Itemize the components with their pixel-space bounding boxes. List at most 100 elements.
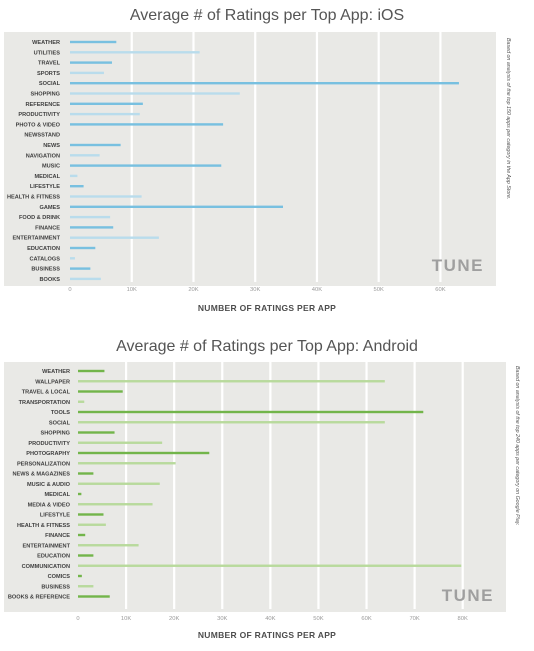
ios-category-label: NEWS — [43, 143, 60, 149]
ios-tick-label: 0 — [68, 287, 71, 293]
android-category-label: BUSINESS — [41, 584, 70, 590]
ios-bar — [70, 40, 117, 44]
android-category-label: PRODUCTIVITY — [28, 441, 70, 447]
android-category-label: TOOLS — [51, 410, 70, 416]
ios-tick-label: 20K — [188, 287, 198, 293]
android-category-label: MEDIA & VIDEO — [28, 502, 71, 508]
ios-category-label: TRAVEL — [38, 61, 61, 67]
android-bar — [78, 554, 94, 557]
ios-category-label: GAMES — [39, 205, 60, 211]
ios-category-label: PHOTO & VIDEO — [16, 122, 61, 128]
ios-chart-title: Average # of Ratings per Top App: iOS — [129, 7, 405, 24]
ios-bar — [70, 61, 112, 64]
android-category-label: MEDICAL — [45, 492, 71, 498]
android-x-axis-title: NUMBER OF RATINGS PER APP — [197, 630, 337, 640]
android-plot-area — [4, 362, 506, 612]
android-category-label: COMICS — [48, 574, 71, 580]
ios-bar — [70, 82, 459, 85]
android-category-label: PHOTOGRAPHY — [26, 451, 70, 457]
ios-bar — [70, 123, 224, 126]
ios-tune-logo: TUNE — [432, 256, 484, 275]
android-category-label: WALLPAPER — [35, 379, 70, 385]
ios-bar — [70, 154, 100, 157]
ios-x-axis-title: NUMBER OF RATINGS PER APP — [197, 303, 337, 313]
android-tick-label: 10K — [121, 616, 131, 622]
ios-category-label: SHOPPING — [30, 92, 60, 98]
android-bar — [78, 595, 110, 598]
android-bar — [78, 410, 424, 414]
ios-bar — [70, 246, 96, 250]
ios-bar — [70, 143, 121, 147]
android-bar — [78, 513, 104, 516]
ios-category-label: NEWSSTAND — [24, 133, 60, 139]
ios-category-label: PRODUCTIVITY — [18, 112, 60, 118]
android-bar — [78, 369, 105, 373]
android-footnote: Based on analysis of the top 240 apps pe… — [514, 366, 520, 526]
android-tick-label: 60K — [361, 616, 371, 622]
android-bar — [78, 533, 86, 537]
ios-bar — [70, 112, 140, 116]
android-bar — [78, 564, 462, 567]
android-chart-title: Average # of Ratings per Top App: Androi… — [116, 338, 418, 355]
android-tick-label: 80K — [458, 616, 468, 622]
ios-category-label: MUSIC — [42, 164, 60, 170]
ios-bar — [70, 195, 142, 198]
android-category-label: ENTERTAINMENT — [23, 543, 71, 549]
ios-bar — [70, 236, 159, 239]
ios-bar — [70, 267, 91, 270]
android-category-label: NEWS & MAGAZINES — [13, 472, 71, 478]
ios-tick-label: 10K — [127, 287, 137, 293]
ios-bar — [70, 102, 143, 105]
android-bar — [78, 400, 85, 403]
ios-plot-area — [4, 32, 496, 286]
android-category-label: SHOPPING — [40, 431, 70, 437]
ios-bar — [70, 174, 78, 178]
ios-category-label: FOOD & DRINK — [19, 215, 60, 221]
ios-tick-label: 30K — [250, 287, 260, 293]
ios-category-label: SOCIAL — [39, 81, 61, 87]
android-tick-label: 50K — [313, 616, 323, 622]
ios-bar — [70, 185, 84, 188]
ios-tick-label: 50K — [374, 287, 384, 293]
android-tick-label: 40K — [265, 616, 275, 622]
ios-category-label: BUSINESS — [31, 267, 60, 273]
ios-category-label: UTILITIES — [34, 50, 61, 56]
ios-category-label: FINANCE — [35, 225, 60, 231]
ios-bar — [70, 257, 75, 260]
ios-bar — [70, 226, 114, 229]
android-category-label: MUSIC & AUDIO — [27, 482, 71, 488]
android-category-label: FINANCE — [45, 533, 70, 539]
android-bar — [78, 421, 385, 424]
ios-category-label: WEATHER — [32, 40, 60, 46]
android-category-label: PERSONALIZATION — [17, 461, 70, 467]
ios-category-label: HEALTH & FITNESS — [7, 195, 60, 201]
ios-category-label: ENTERTAINMENT — [13, 236, 61, 242]
android-bar — [78, 523, 106, 526]
android-tune-logo: TUNE — [442, 586, 494, 605]
android-bar — [78, 390, 123, 393]
android-category-label: BOOKS & REFERENCE — [8, 595, 70, 601]
ios-category-label: REFERENCE — [26, 102, 61, 108]
android-bar — [78, 431, 115, 434]
ios-bar — [70, 71, 104, 75]
android-bar — [78, 462, 176, 465]
ios-tick-label: 40K — [312, 287, 322, 293]
ios-bar — [70, 215, 111, 219]
ios-bar — [70, 92, 240, 95]
android-bar — [78, 441, 163, 444]
android-bar — [78, 544, 139, 547]
ios-category-label: MEDICAL — [35, 174, 61, 180]
android-category-label: WEATHER — [42, 369, 70, 375]
android-bar — [78, 451, 210, 455]
ios-category-label: NAVIGATION — [26, 153, 60, 159]
android-bar — [78, 503, 153, 506]
android-category-label: TRAVEL & LOCAL — [22, 390, 71, 396]
ios-category-label: CATALOGS — [29, 256, 60, 262]
android-bar — [78, 482, 160, 485]
android-category-label: TRANSPORTATION — [19, 400, 70, 406]
android-bar — [78, 492, 82, 496]
android-category-label: COMMUNICATION — [22, 564, 70, 570]
android-bar — [78, 574, 82, 578]
